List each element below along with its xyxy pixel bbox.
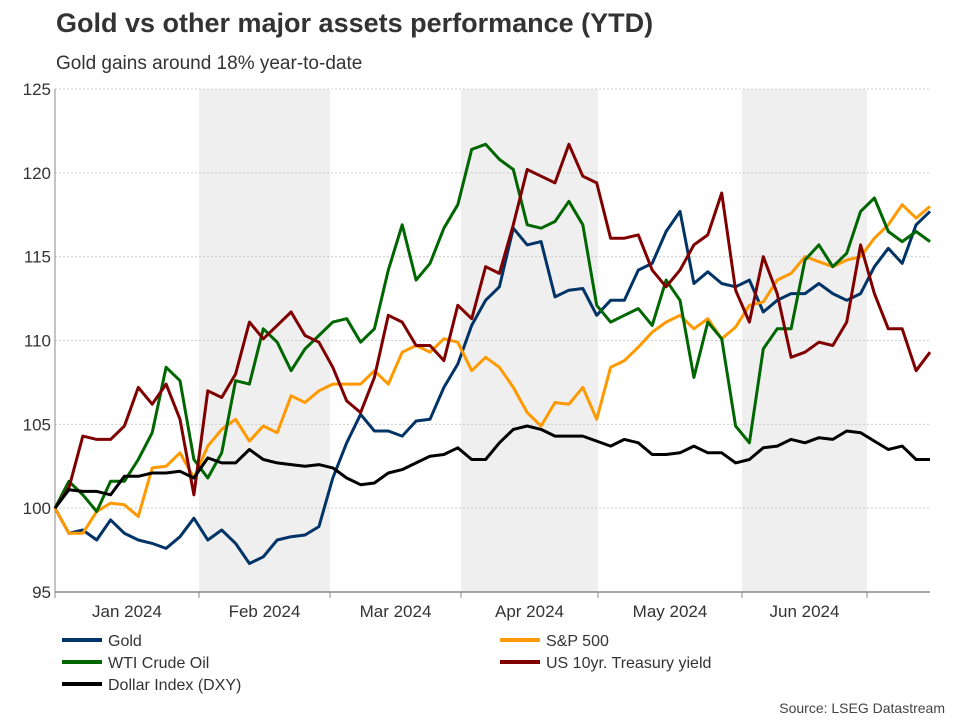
- chart-subtitle: Gold gains around 18% year-to-date: [56, 53, 363, 74]
- x-tick-label: Mar 2024: [360, 602, 432, 621]
- x-tick-label: Apr 2024: [495, 602, 564, 621]
- x-tick-label: Jun 2024: [770, 602, 840, 621]
- y-tick-label: 115: [24, 248, 51, 267]
- legend-label: US 10yr. Treasury yield: [546, 655, 711, 672]
- legend-label: WTI Crude Oil: [108, 655, 209, 672]
- series-line-gold: [53, 209, 932, 565]
- y-tick-label: 110: [24, 332, 51, 351]
- legend: Gold S&P 500 WTI Crude Oil US 10yr. Treasur…: [62, 633, 711, 694]
- axes: 95 100 105 110 115 120 125 Jan 2024 Feb 2024 Mar …: [23, 80, 930, 621]
- y-tick-label: 100: [23, 499, 51, 518]
- chart-title: Gold vs other major assets performance (…: [56, 8, 654, 38]
- legend-label: Gold: [108, 633, 142, 650]
- x-tick-label: Jan 2024: [92, 602, 162, 621]
- series-lines: [53, 142, 932, 565]
- y-tick-label: 95: [32, 583, 51, 602]
- gridlines: [55, 88, 930, 509]
- x-tick-label: May 2024: [633, 602, 708, 621]
- x-tick-label: Feb 2024: [229, 602, 301, 621]
- series-line-us-10yr-treasury-yield: [53, 142, 932, 510]
- series-line-dollar-index-dxy-: [53, 424, 930, 510]
- y-tick-label: 120: [23, 164, 51, 183]
- y-tick-label: 125: [23, 80, 51, 99]
- legend-label: Dollar Index (DXY): [108, 677, 241, 694]
- source-note: Source: LSEG Datastream: [779, 700, 945, 716]
- series-line-s-p-500: [53, 203, 931, 535]
- legend-label: S&P 500: [546, 633, 609, 650]
- y-tick-label: 105: [23, 415, 51, 434]
